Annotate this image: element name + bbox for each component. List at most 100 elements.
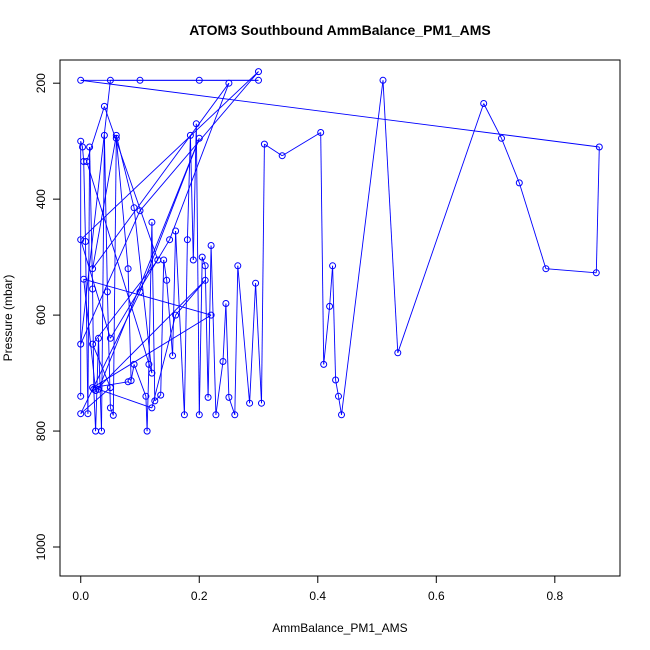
- series-segment: [192, 123, 197, 261]
- data-point: [109, 411, 117, 419]
- data-point: [100, 131, 108, 139]
- y-tick-label: 1000: [34, 533, 48, 560]
- data-point: [98, 427, 105, 435]
- data-point: [195, 76, 203, 84]
- data-point: [204, 393, 212, 401]
- series-segment: [255, 283, 262, 404]
- data-point: [189, 256, 197, 264]
- series-segment: [80, 71, 259, 241]
- series-segment: [101, 135, 105, 432]
- data-point: [260, 140, 268, 148]
- data-point: [332, 376, 340, 384]
- data-point: [124, 265, 132, 273]
- series-segment: [169, 83, 230, 240]
- x-axis-label: AmmBalance_PM1_AMS: [272, 621, 407, 635]
- series-segment: [80, 210, 141, 345]
- data-point: [143, 427, 151, 435]
- series-segment: [98, 138, 200, 390]
- series-segment: [234, 265, 239, 415]
- data-point: [335, 392, 342, 400]
- x-tick-label: 0.0: [72, 589, 89, 603]
- data-point: [89, 384, 97, 392]
- series-segment: [201, 256, 206, 266]
- data-point: [317, 129, 325, 136]
- y-tick-label: 200: [34, 73, 48, 93]
- series-segment: [166, 280, 174, 356]
- data-point: [79, 143, 86, 151]
- series-segment: [112, 138, 117, 416]
- series-segment: [115, 138, 129, 269]
- data-point: [515, 179, 523, 187]
- series-segment: [483, 103, 502, 139]
- data-point: [154, 256, 162, 264]
- data-point: [89, 340, 97, 348]
- data-point: [498, 134, 505, 142]
- series-segment: [195, 123, 200, 415]
- chart-title: ATOM3 Southbound AmmBalance_PM1_AMS: [189, 22, 491, 38]
- data-point: [258, 399, 265, 407]
- data-point: [100, 102, 108, 110]
- series-segment: [154, 394, 162, 402]
- data-point: [480, 100, 488, 107]
- data-point: [124, 378, 132, 386]
- data-point: [77, 340, 85, 348]
- series-segment: [80, 79, 600, 148]
- series-segment: [175, 230, 185, 415]
- data-point: [192, 120, 200, 128]
- series-lines: [80, 71, 600, 432]
- data-point: [148, 218, 156, 226]
- series-segment: [341, 80, 384, 415]
- series-segment: [151, 314, 177, 409]
- data-point: [246, 399, 254, 407]
- series-segment: [83, 279, 97, 391]
- series-points: [77, 68, 603, 435]
- series-segment: [80, 291, 141, 414]
- series-segment: [189, 135, 194, 261]
- series-segment: [172, 230, 177, 356]
- y-axis-label: Pressure (mbar): [1, 275, 15, 362]
- data-point: [326, 302, 334, 310]
- data-point: [255, 76, 262, 84]
- data-point: [82, 238, 89, 245]
- series-segment: [85, 241, 89, 414]
- series-segment: [92, 314, 212, 388]
- series-segment: [225, 303, 230, 398]
- y-tick-label: 600: [34, 305, 48, 325]
- data-point: [278, 152, 286, 160]
- data-point: [225, 79, 233, 87]
- data-point: [234, 262, 242, 270]
- data-point: [186, 131, 194, 139]
- data-point: [183, 236, 191, 244]
- data-point: [163, 276, 171, 284]
- data-point: [136, 76, 144, 84]
- series-segment: [545, 268, 597, 274]
- series-segment: [397, 103, 485, 353]
- data-point: [198, 253, 206, 261]
- data-point: [207, 242, 215, 249]
- series-segment: [320, 132, 325, 365]
- series-segment: [323, 306, 331, 365]
- series-segment: [175, 280, 206, 316]
- data-point: [106, 384, 114, 392]
- series-segment: [329, 265, 334, 307]
- data-point: [130, 204, 138, 212]
- series-segment: [237, 265, 251, 404]
- data-point: [394, 349, 402, 357]
- data-point: [180, 411, 188, 419]
- data-point: [222, 300, 230, 307]
- data-point: [90, 385, 98, 393]
- data-point: [142, 392, 150, 400]
- series-segment: [382, 80, 399, 353]
- data-point: [195, 411, 203, 419]
- series-segment: [332, 265, 337, 381]
- data-point: [320, 360, 328, 368]
- series-segment: [92, 343, 111, 388]
- data-point: [77, 236, 85, 244]
- series-segment: [207, 245, 212, 398]
- series-segment: [148, 222, 153, 365]
- data-point: [77, 410, 85, 418]
- data-point: [130, 360, 138, 368]
- data-point: [148, 369, 156, 377]
- data-point: [166, 236, 174, 244]
